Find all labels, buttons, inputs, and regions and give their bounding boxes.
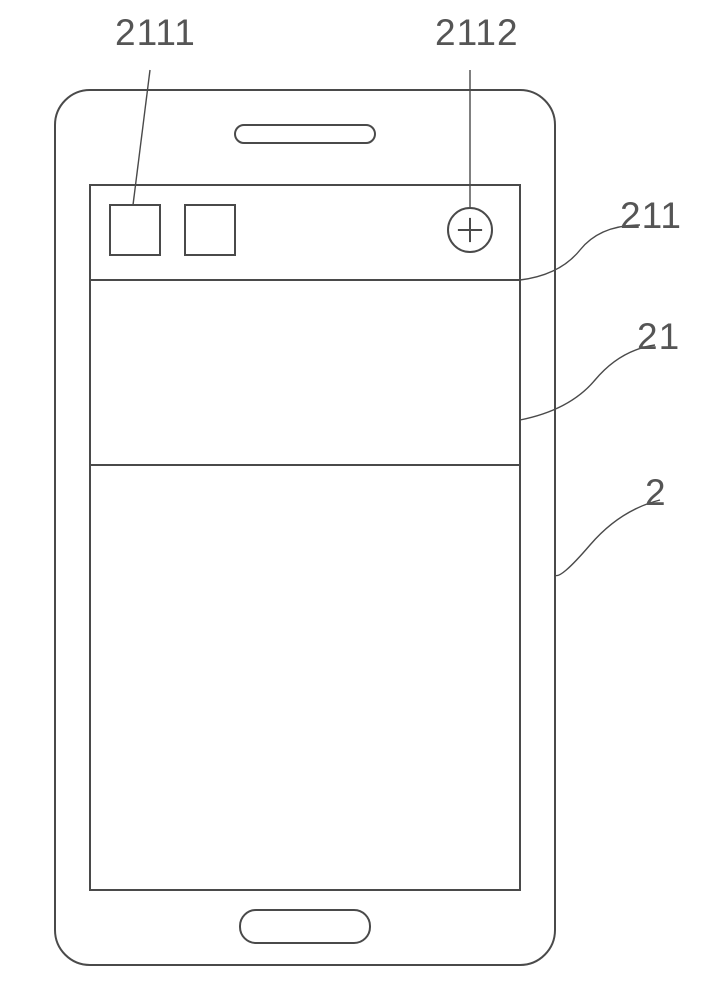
label-21: 21 (637, 316, 680, 358)
label-2: 2 (645, 472, 667, 514)
diagram-svg (0, 0, 718, 1000)
label-2112: 2112 (435, 12, 519, 54)
label-2111: 2111 (115, 12, 196, 54)
label-211: 211 (620, 195, 682, 237)
diagram-canvas: 2111 2112 211 21 2 (0, 0, 718, 1000)
